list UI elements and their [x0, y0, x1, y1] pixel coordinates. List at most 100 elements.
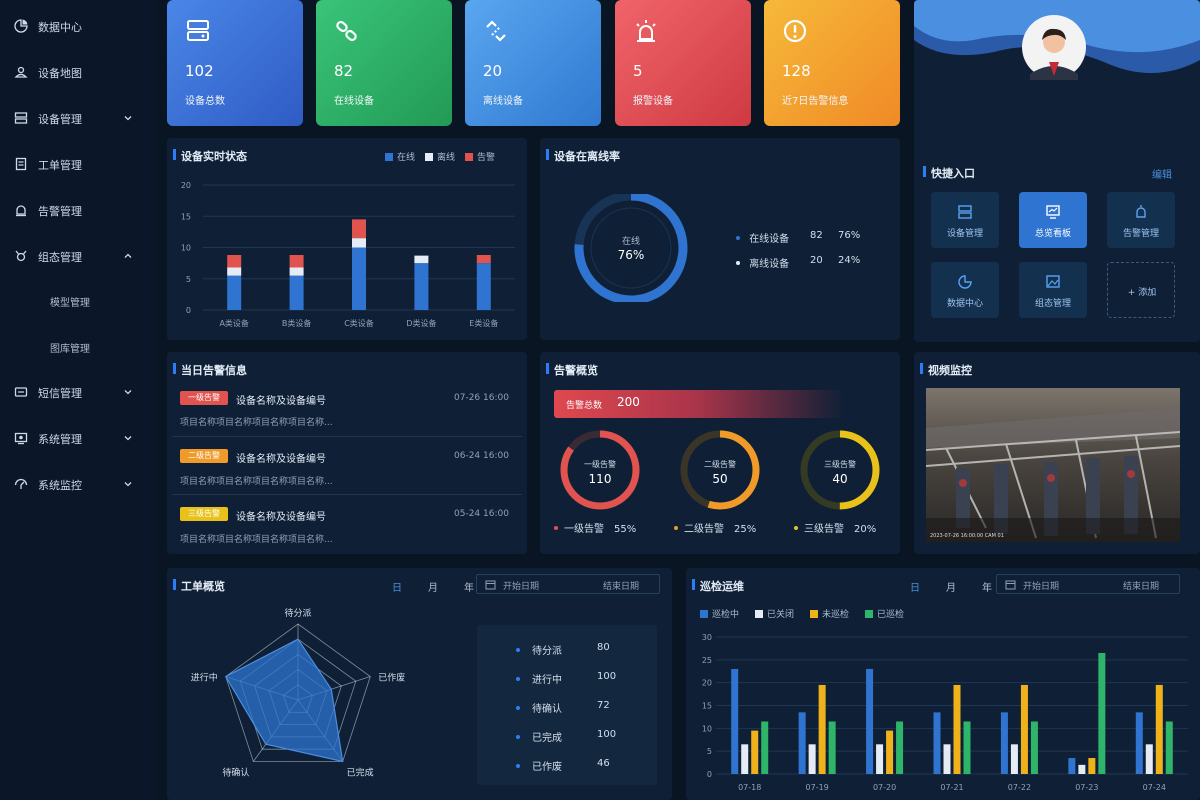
tab-day[interactable]: 日	[910, 583, 920, 594]
x-tick-label: E类设备	[469, 318, 498, 328]
start-date-input[interactable]: 开始日期	[503, 582, 540, 592]
sidebar-item-data-center[interactable]: 数据中心	[0, 12, 156, 40]
stat-card-total-devices[interactable]: 102 设备总数	[167, 0, 303, 126]
quick-entry-label: 设备管理	[946, 229, 983, 239]
radar-series-area	[224, 638, 344, 763]
sidebar-subitem-gallery-management[interactable]: 图库管理	[50, 344, 90, 355]
start-date-input[interactable]: 开始日期	[1023, 582, 1060, 592]
chevron-up-icon	[124, 253, 132, 258]
work-orders-date-range[interactable]: 开始日期 结束日期	[476, 574, 660, 594]
alarm-icon	[1136, 205, 1146, 218]
online-rate-row-pct: 76%	[838, 230, 861, 241]
sidebar-item-sms-management[interactable]: 短信管理	[0, 378, 156, 406]
radar-axis-label: 进行中	[191, 672, 218, 684]
end-date-input[interactable]: 结束日期	[603, 582, 640, 592]
sidebar-subitem-model-management[interactable]: 模型管理	[50, 298, 90, 309]
stat-label: 离线设备	[483, 96, 523, 107]
stat-value: 128	[782, 62, 811, 80]
sidebar-item-config-management[interactable]: 组态管理	[0, 242, 156, 270]
x-tick-label: C类设备	[344, 318, 374, 328]
legend-alarm: 告警	[465, 150, 495, 163]
tab-year[interactable]: 年	[464, 583, 474, 594]
alarm-level-badge: 三级告警	[180, 507, 228, 521]
x-tick-label: A类设备	[219, 318, 248, 328]
system-icon	[14, 432, 28, 445]
y-tick-label: 0	[707, 770, 712, 779]
quick-entry-label: 告警管理	[1122, 229, 1159, 239]
alarm-total-bar: 告警总数 200	[554, 390, 844, 418]
bar-巡检中	[731, 668, 739, 774]
legend-closed: 已关闭	[755, 607, 794, 620]
inspection-chart: 0 5 10 15 20 25 30 07-18 07-19 07-20 07-21 07-22 07-…	[702, 633, 1188, 792]
sidebar-item-label: 设备管理	[38, 113, 82, 126]
device-status-chart: 0 5 10 15 20 A类设备 B类设备 C类设备 D类设备 E类设备	[181, 181, 515, 328]
stat-card-alarm-devices[interactable]: 5 报警设备	[615, 0, 751, 126]
series-dot	[516, 735, 520, 739]
series-dot	[736, 261, 740, 265]
alarm-overview-panel: 告警概览 告警总数 200 一级告警 110 二级告警 50 三级告警 40 一级告警 55…	[540, 352, 900, 554]
unlink-icon	[486, 20, 506, 42]
online-rate-center-label: 在线	[621, 237, 640, 247]
server-icon	[958, 205, 972, 219]
sidebar-item-label: 数据中心	[38, 21, 82, 34]
alarm-item-title[interactable]: 设备名称及设备编号	[236, 454, 326, 465]
alarm-total-label: 告警总数	[566, 401, 603, 411]
x-tick-label: 07-18	[738, 783, 761, 792]
radar-axis-label: 已作废	[378, 672, 405, 684]
profile-panel: 快捷入口 编辑 设备管理 总览看板 告警管理 数据中心 组态管理 + 添加	[914, 0, 1200, 342]
alarm-item-title[interactable]: 设备名称及设备编号	[236, 512, 326, 523]
legend-online: 在线	[385, 150, 415, 163]
tab-year[interactable]: 年	[982, 583, 992, 594]
avatar[interactable]	[1016, 14, 1092, 80]
tab-month[interactable]: 月	[946, 583, 956, 594]
device-status-title: 设备实时状态	[173, 149, 247, 163]
quick-entry-config-management[interactable]: 组态管理	[1019, 262, 1087, 318]
sidebar-item-system-management[interactable]: 系统管理	[0, 424, 156, 452]
y-tick-label: 10	[181, 244, 191, 253]
alarm-total-value: 200	[617, 395, 640, 409]
bar-在线	[414, 263, 429, 310]
video-feed[interactable]: 2023-07-26 16:00:00 CAM 01	[926, 388, 1180, 542]
bar-告警	[227, 255, 242, 268]
radar-axis-label: 已完成	[347, 766, 374, 778]
tab-day[interactable]: 日	[392, 583, 402, 594]
radar-grid	[225, 623, 371, 762]
inspection-date-range[interactable]: 开始日期 结束日期	[996, 574, 1180, 594]
end-date-input[interactable]: 结束日期	[1123, 582, 1160, 592]
quick-entry-alarm-management[interactable]: 告警管理	[1107, 192, 1175, 248]
series-dot	[516, 677, 520, 681]
bar-巡检中	[1000, 712, 1008, 774]
alarm-ring-arc	[680, 430, 760, 510]
chevron-down-icon	[124, 436, 132, 441]
sidebar-item-system-monitor[interactable]: 系统监控	[0, 470, 156, 498]
work-order-row: 待分派	[516, 642, 562, 657]
alarm-item-time: 05-24 16:00	[454, 509, 509, 519]
legend-inspecting: 巡检中	[700, 607, 739, 620]
add-quick-entry-button[interactable]: + 添加	[1107, 262, 1175, 318]
bar-离线	[352, 238, 366, 248]
quick-entry-overview-dashboard[interactable]: 总览看板	[1019, 192, 1087, 248]
bar-已巡检	[896, 721, 904, 774]
stat-card-offline-devices[interactable]: 20 离线设备	[465, 0, 601, 126]
tab-month[interactable]: 月	[428, 583, 438, 594]
video-caption: 2023-07-26 16:00:00 CAM 01	[930, 533, 1004, 539]
online-rate-row-pct: 24%	[838, 255, 861, 266]
quick-entry-data-center[interactable]: 数据中心	[931, 262, 999, 318]
edit-link[interactable]: 编辑	[1152, 170, 1172, 181]
sidebar-item-device-management[interactable]: 设备管理	[0, 104, 156, 132]
alarm-item-title[interactable]: 设备名称及设备编号	[236, 396, 326, 407]
quick-entry-device-management[interactable]: 设备管理	[931, 192, 999, 248]
stat-card-online-devices[interactable]: 82 在线设备	[316, 0, 452, 126]
image-icon	[1046, 275, 1060, 288]
bar-未巡检	[751, 730, 759, 774]
bar-未巡检	[1088, 758, 1096, 774]
sidebar-item-device-map[interactable]: 设备地图	[0, 58, 156, 86]
server-icon	[187, 20, 209, 41]
dashboard-icon	[1046, 205, 1060, 219]
sidebar-item-work-orders[interactable]: 工单管理	[0, 150, 156, 178]
quick-entry-label: 总览看板	[1034, 229, 1071, 239]
sidebar-item-alarm-management[interactable]: 告警管理	[0, 196, 156, 224]
stat-value: 20	[483, 62, 503, 80]
stat-card-weekly-alarms[interactable]: 128 近7日告警信息	[764, 0, 900, 126]
online-rate-row: 离线设备 20 24%	[736, 255, 860, 270]
